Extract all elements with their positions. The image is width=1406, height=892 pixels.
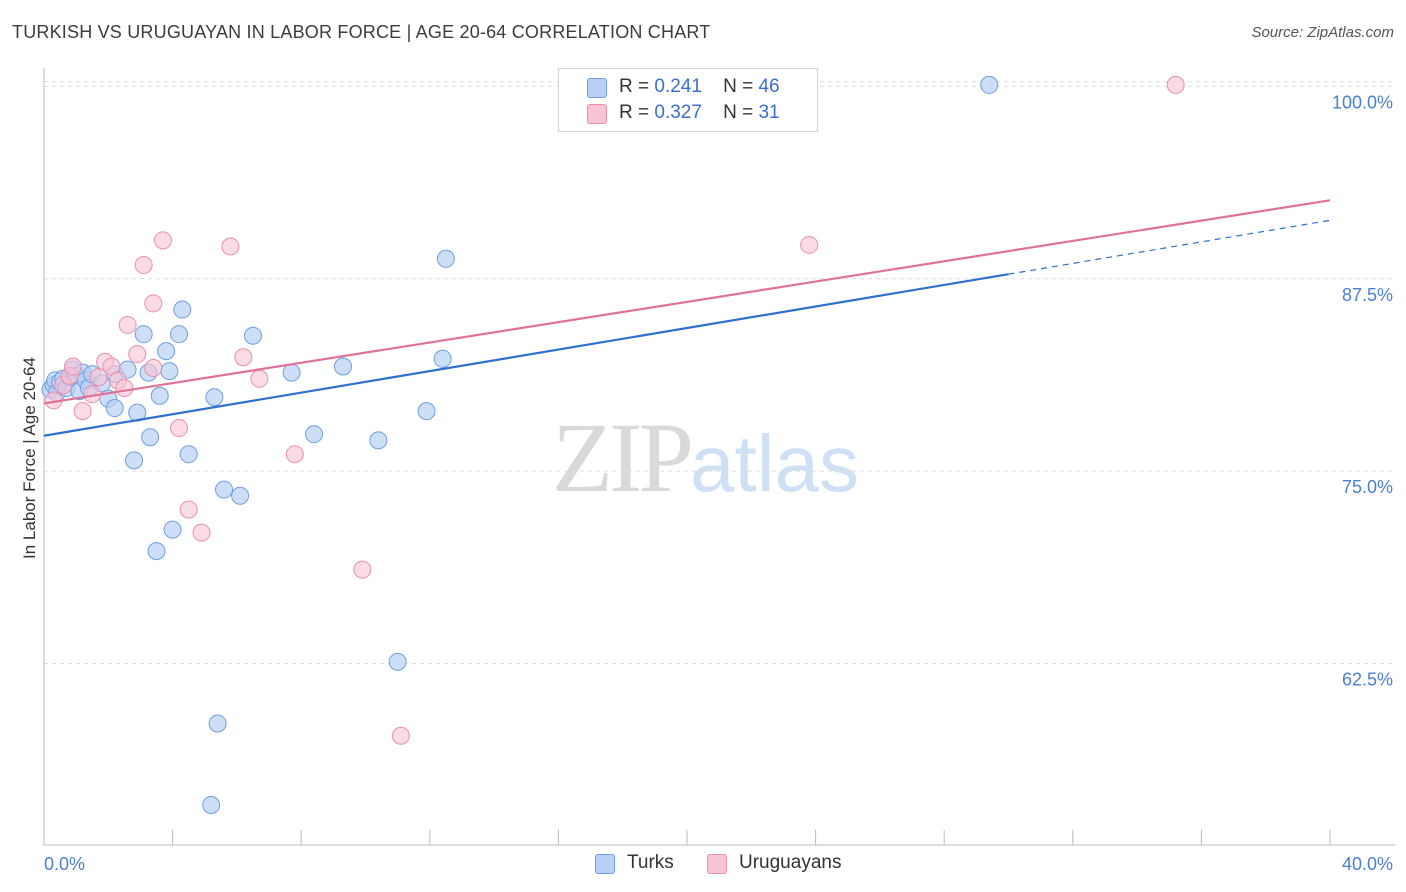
turks-point <box>369 431 388 450</box>
watermark-atlas: atlas <box>690 419 859 508</box>
turks-point <box>147 542 166 561</box>
turks-point <box>202 795 221 814</box>
turks-swatch <box>587 78 607 98</box>
uruguayans-point <box>391 726 410 745</box>
uruguayans-point <box>1166 75 1185 94</box>
turks-point <box>105 399 124 418</box>
turks-trend-line <box>43 273 1009 437</box>
turks-point <box>215 480 234 499</box>
uruguayans-point <box>144 359 163 378</box>
uruguayans-point <box>144 294 163 313</box>
uruguayans-point <box>192 523 211 542</box>
uruguayans-r-label: R = <box>619 102 650 123</box>
turks-point <box>305 425 324 444</box>
turks-n-value: 46 <box>758 76 780 97</box>
uruguayans-swatch <box>587 104 607 124</box>
turks-point <box>333 357 352 376</box>
turks-point <box>388 652 407 671</box>
turks-point <box>150 386 169 405</box>
uruguayans-point <box>63 357 82 376</box>
uruguayans-point <box>89 368 108 387</box>
uruguayans-point <box>73 402 92 421</box>
turks-point <box>282 363 301 382</box>
turks-point <box>157 342 176 361</box>
uruguayans-point <box>134 255 153 274</box>
uruguayans-point <box>250 369 269 388</box>
x-tick-label: 40.0% <box>1342 854 1393 874</box>
uruguayans-point <box>221 237 240 256</box>
turks-point <box>134 325 153 344</box>
uruguayans-point <box>234 348 253 367</box>
y-tick-label: 100.0% <box>1332 92 1393 112</box>
uruguayans-r-value: 0.327 <box>654 102 702 123</box>
y-axis-label: In Labor Force | Age 20-64 <box>20 357 39 559</box>
uruguayans-point <box>179 500 198 519</box>
watermark-zip: ZIP <box>552 402 694 513</box>
turks-point <box>179 445 198 464</box>
y-tick-label: 75.0% <box>1342 477 1393 497</box>
uruguayans-point <box>170 419 189 438</box>
watermark: ZIPatlas <box>552 400 859 515</box>
y-tick-label: 62.5% <box>1342 669 1393 689</box>
bottom-uruguayans-swatch <box>707 854 727 874</box>
uruguayans-n-value: 31 <box>758 102 780 123</box>
source-credit: Source: ZipAtlas.com <box>1251 24 1394 41</box>
turks-point <box>125 451 144 470</box>
uruguayans-point <box>118 315 137 334</box>
turks-point <box>170 325 189 344</box>
turks-point <box>160 362 179 381</box>
turks-point <box>173 300 192 319</box>
turks-point <box>141 428 160 447</box>
uruguayans-point <box>153 231 172 250</box>
x-tick-label: 0.0% <box>44 854 85 874</box>
chart-title: TURKISH VS URUGUAYAN IN LABOR FORCE | AG… <box>12 22 711 42</box>
uruguayans-trend-line <box>43 199 1331 405</box>
turks-point <box>433 349 452 368</box>
turks-point <box>163 520 182 539</box>
bottom-turks-label: Turks <box>627 852 674 873</box>
y-tick-label: 87.5% <box>1342 285 1393 305</box>
turks-point <box>436 249 455 268</box>
uruguayans-point <box>285 445 304 464</box>
uruguayans-point <box>800 235 819 254</box>
turks-r-label: R = <box>619 76 650 97</box>
uruguayans-point <box>128 345 147 364</box>
turks-point <box>417 402 436 421</box>
stats-legend: R = 0.241 N = 46 R = 0.327 N = 31 <box>558 68 818 132</box>
bottom-turks-swatch <box>595 854 615 874</box>
uruguayans-n-label: N = <box>723 102 754 123</box>
turks-point <box>205 388 224 407</box>
turks-point <box>208 714 227 733</box>
bottom-uruguayans-label: Uruguayans <box>739 852 842 873</box>
uruguayans-point <box>353 560 372 579</box>
turks-n-label: N = <box>723 76 754 97</box>
turks-point <box>980 75 999 94</box>
turks-trend-extension <box>1008 219 1331 275</box>
turks-point <box>231 486 250 505</box>
turks-r-value: 0.241 <box>654 76 702 97</box>
uruguayans-point <box>115 379 134 398</box>
turks-point <box>243 326 262 345</box>
